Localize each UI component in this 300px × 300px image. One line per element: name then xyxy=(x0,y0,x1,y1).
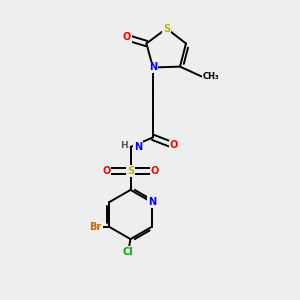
Text: Br: Br xyxy=(90,222,102,232)
Text: O: O xyxy=(170,140,178,151)
Text: O: O xyxy=(122,32,131,43)
Text: N: N xyxy=(148,197,156,207)
Text: O: O xyxy=(102,166,111,176)
Text: S: S xyxy=(163,23,170,34)
Text: O: O xyxy=(150,166,159,176)
Text: N: N xyxy=(134,142,142,152)
Text: CH₃: CH₃ xyxy=(203,72,220,81)
Text: S: S xyxy=(127,166,134,176)
Text: Cl: Cl xyxy=(122,247,133,257)
Text: H: H xyxy=(120,141,127,150)
Text: N: N xyxy=(149,62,157,73)
